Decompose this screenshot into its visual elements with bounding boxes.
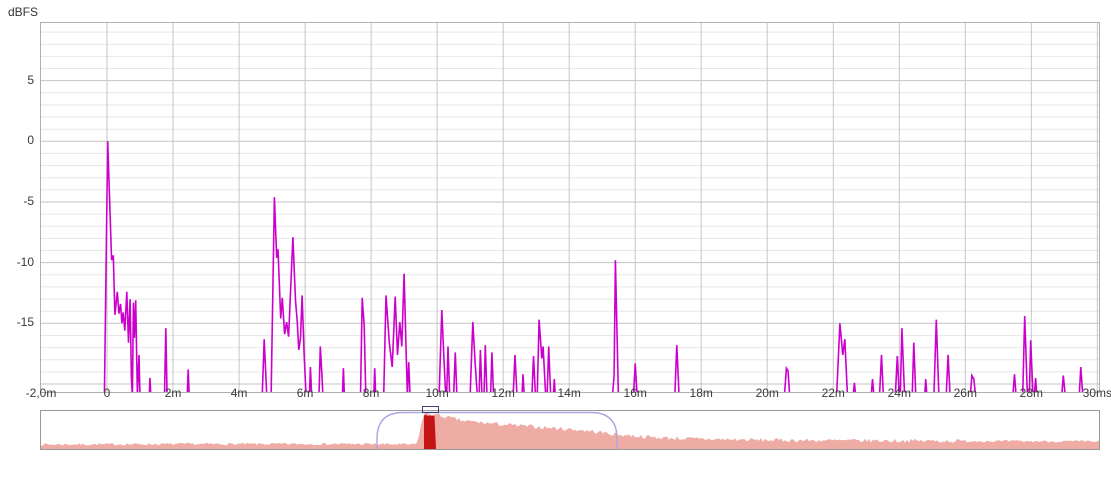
y-tick-label: -5 <box>23 193 34 208</box>
overview-marker-handle[interactable] <box>421 406 439 413</box>
x-tick-label: 18m <box>689 386 713 400</box>
x-tick-label: 10m <box>425 386 449 400</box>
y-tick-label: -10 <box>16 254 34 269</box>
x-tick-label: 6m <box>296 386 314 400</box>
legend: Envelope (ETC) -54,7 dBFS <box>0 454 1111 478</box>
x-tick-label: 8m <box>362 386 380 400</box>
x-tick-label: 14m <box>557 386 581 400</box>
x-tick-label: 12m <box>491 386 515 400</box>
y-tick-label: 0 <box>27 133 34 148</box>
overview-waveform-canvas[interactable] <box>41 411 1099 469</box>
y-tick-label: 5 <box>27 72 34 87</box>
x-tick-label: 24m <box>887 386 911 400</box>
x-tick-label: 22m <box>821 386 845 400</box>
x-tick-label: 28m <box>1019 386 1043 400</box>
x-tick-label: 16m <box>623 386 647 400</box>
y-tick-label: -15 <box>16 315 34 330</box>
overview-strip[interactable] <box>40 410 1100 469</box>
x-tick-label: 20m <box>755 386 779 400</box>
x-tick-label: 30ms <box>1082 386 1111 400</box>
main-chart-area[interactable] <box>40 22 1100 393</box>
x-tick-label: 26m <box>953 386 977 400</box>
y-axis-unit-label: dBFS <box>8 5 39 19</box>
etc-plot-canvas[interactable] <box>41 23 1099 392</box>
x-tick-label: 4m <box>230 386 248 400</box>
x-tick-label: -2,0m <box>25 386 57 400</box>
x-tick-label: 2m <box>164 386 182 400</box>
x-tick-label: 0 <box>103 386 111 400</box>
